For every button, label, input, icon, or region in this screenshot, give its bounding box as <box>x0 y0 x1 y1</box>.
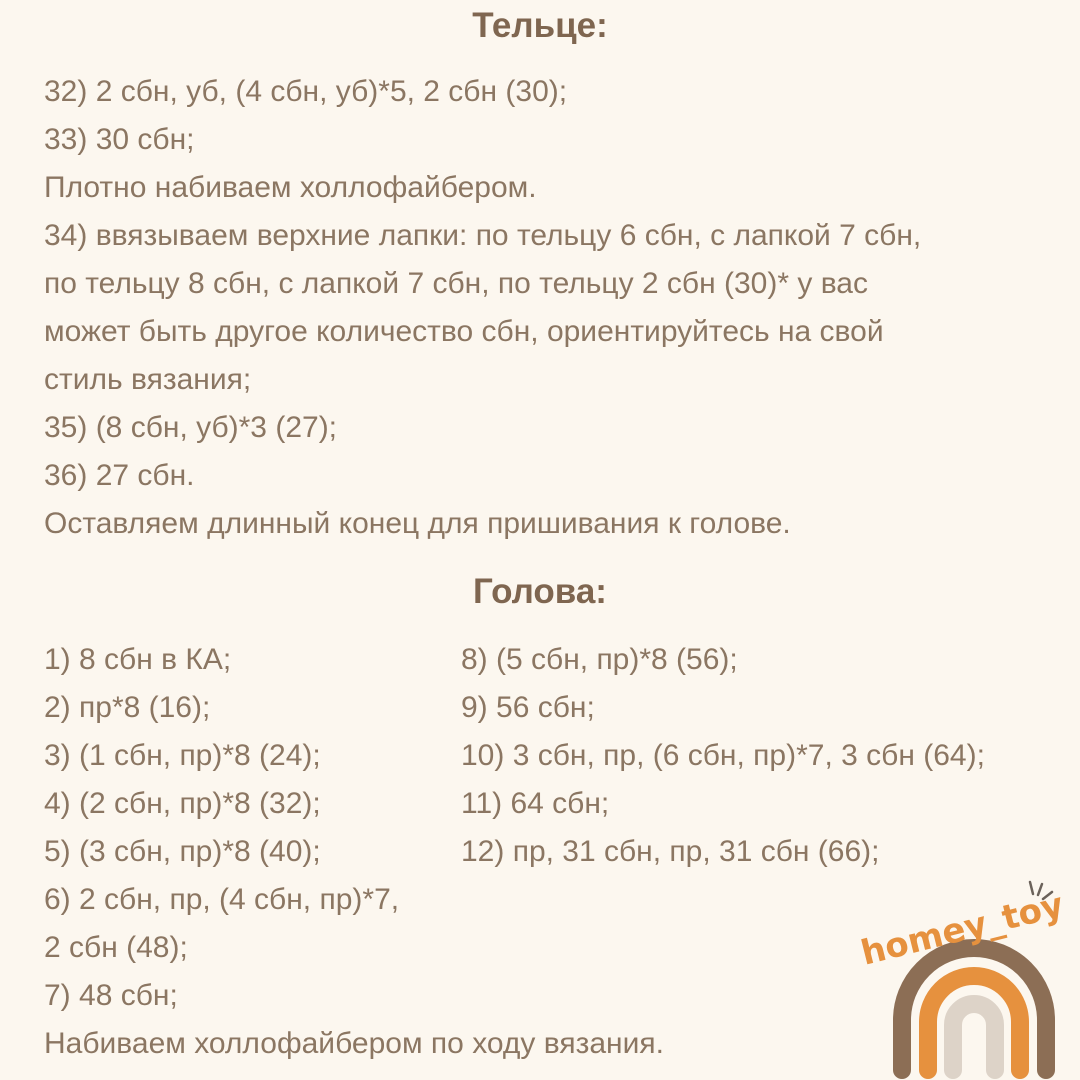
homey-toy-logo: homey_toy <box>857 880 1068 1079</box>
instruction-line: 8) (5 сбн, пр)*8 (56); <box>461 643 738 676</box>
instruction-line: 33) 30 сбн; <box>44 123 195 156</box>
instruction-line: 6) 2 сбн, пр, (4 сбн, пр)*7, <box>44 883 400 916</box>
instruction-line: 10) 3 сбн, пр, (6 сбн, пр)*7, 3 сбн (64)… <box>461 739 985 772</box>
instruction-line: 32) 2 сбн, уб, (4 сбн, уб)*5, 2 сбн (30)… <box>44 75 568 108</box>
instruction-line: 1) 8 сбн в КА; <box>44 643 232 676</box>
instruction-line: 5) (3 сбн, пр)*8 (40); <box>44 835 321 868</box>
instruction-line: Оставляем длинный конец для пришивания к… <box>44 507 791 540</box>
body-instructions: 32) 2 сбн, уб, (4 сбн, уб)*5, 2 сбн (30)… <box>44 68 921 548</box>
instruction-line: Плотно набиваем холлофайбером. <box>44 171 537 204</box>
instruction-line: 4) (2 сбн, пр)*8 (32); <box>44 787 321 820</box>
instruction-line: Набиваем холлофайбером по ходу вязания. <box>44 1027 664 1060</box>
instruction-line: 36) 27 сбн. <box>44 459 195 492</box>
instruction-line: по тельцу 8 сбн, с лапкой 7 сбн, по тель… <box>44 267 868 300</box>
head-instructions-right: 8) (5 сбн, пр)*8 (56); 9) 56 сбн; 10) 3 сб… <box>461 636 985 876</box>
section-title-head: Голова: <box>473 572 607 611</box>
instruction-line: стиль вязания; <box>44 363 252 396</box>
instruction-line: 2) пр*8 (16); <box>44 691 211 724</box>
instruction-line: 2 сбн (48); <box>44 931 188 964</box>
instruction-line: может быть другое количество сбн, ориент… <box>44 315 884 348</box>
instruction-line: 11) 64 сбн; <box>461 787 610 820</box>
svg-text:homey_toy: homey_toy <box>857 885 1068 974</box>
instruction-line: 34) ввязываем верхние лапки: по тельцу 6… <box>44 219 922 252</box>
instruction-line: 12) пр, 31 сбн, пр, 31 сбн (66); <box>461 835 880 868</box>
head-instructions-left: 1) 8 сбн в КА; 2) пр*8 (16); 3) (1 сбн, пр… <box>44 636 664 1068</box>
instruction-line: 3) (1 сбн, пр)*8 (24); <box>44 739 321 772</box>
instruction-line: 35) (8 сбн, уб)*3 (27); <box>44 411 338 444</box>
instruction-line: 9) 56 сбн; <box>461 691 595 724</box>
section-title-body: Тельце: <box>472 6 608 45</box>
instruction-line: 7) 48 сбн; <box>44 979 178 1012</box>
